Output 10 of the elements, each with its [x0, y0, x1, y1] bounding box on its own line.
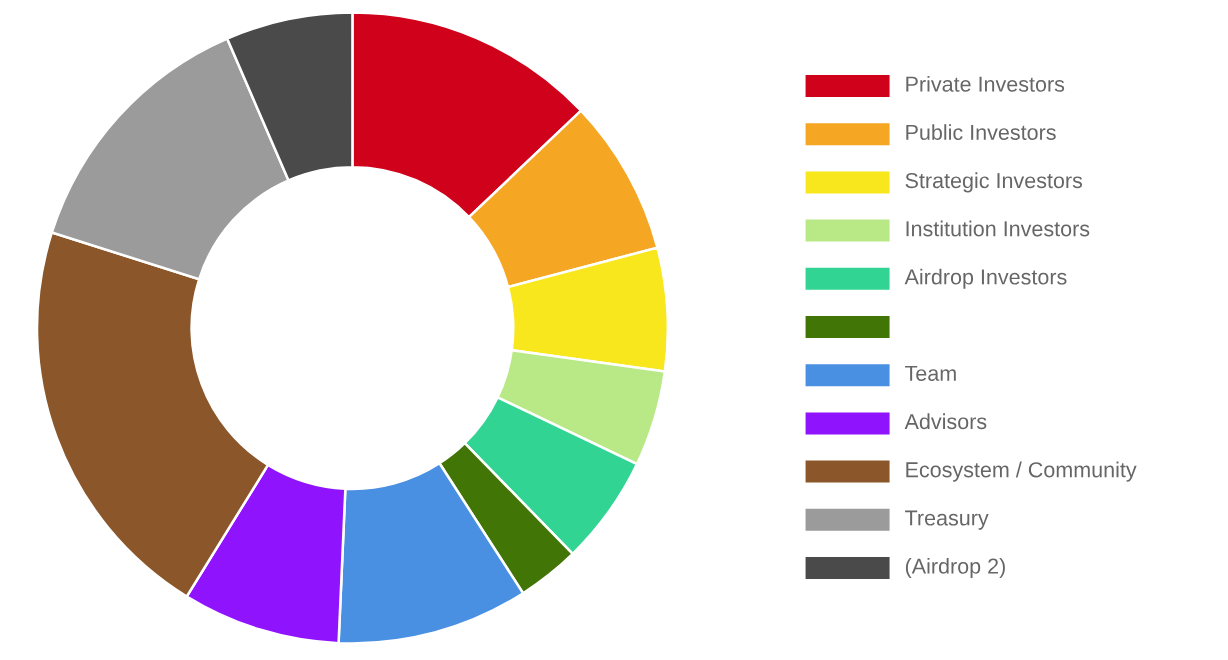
legend-label: Public Investors [906, 124, 1056, 140]
legend-label: Ecosystem / Community [906, 461, 1137, 482]
legend-label: Strategic Investors [905, 172, 1083, 193]
legend-label: Advisors [904, 413, 987, 430]
legend-label: Private Investors [906, 75, 1065, 92]
legend-label: Treasury [905, 510, 989, 530]
legend-label: (Airdrop 2) [905, 557, 1005, 579]
legend-label: Institution Investors [906, 220, 1090, 237]
legend-label: Team [905, 365, 956, 381]
legend-label: Airdrop Investors [904, 268, 1067, 289]
